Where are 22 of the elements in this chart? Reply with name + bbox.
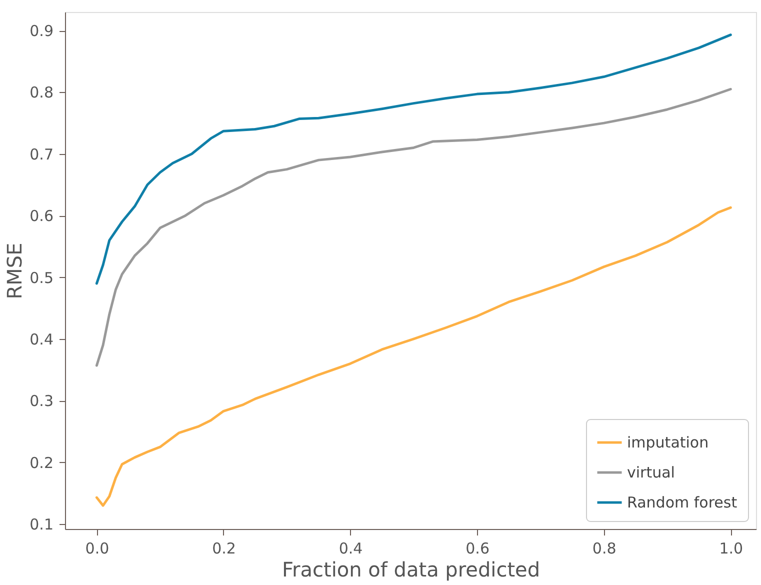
x-tick-label: 0.6 bbox=[466, 540, 490, 558]
x-tick-label: 0.0 bbox=[85, 540, 110, 558]
y-tick-label: 0.5 bbox=[30, 268, 54, 287]
line-series bbox=[95, 34, 732, 285]
y-axis-title: RMSE bbox=[2, 242, 27, 300]
y-tick-label: 0.9 bbox=[30, 22, 54, 40]
y-tick-label: 0.3 bbox=[30, 392, 54, 410]
line-series bbox=[95, 88, 732, 367]
x-tick-label: 1.0 bbox=[719, 540, 744, 558]
x-tick-label: 0.8 bbox=[592, 540, 616, 558]
x-axis-title: Fraction of data predicted bbox=[282, 558, 540, 582]
y-tick-label: 0.2 bbox=[30, 454, 54, 472]
y-tick-label: 0.8 bbox=[30, 84, 54, 102]
legend-label: Random forest bbox=[627, 494, 738, 512]
y-tick-label: 0.7 bbox=[30, 145, 54, 164]
y-tick-label: 0.6 bbox=[30, 207, 54, 226]
legend-label: virtual bbox=[627, 464, 675, 482]
x-tick-label: 0.2 bbox=[212, 540, 236, 558]
legend-label: imputation bbox=[627, 434, 709, 452]
y-tick-label: 0.1 bbox=[30, 516, 54, 534]
x-tick-label: 0.4 bbox=[338, 540, 363, 558]
y-tick-label: 0.4 bbox=[30, 330, 54, 348]
